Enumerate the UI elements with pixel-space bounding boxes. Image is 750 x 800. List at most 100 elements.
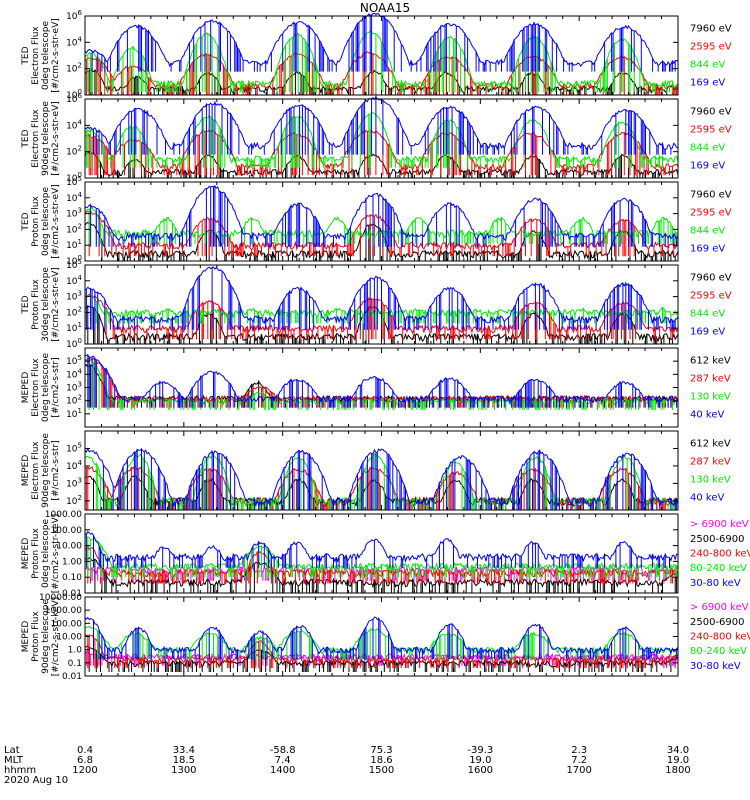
panel-meped-e-90: 102 103 104 105 MEPEDElectron Flux90deg tele… (21, 430, 731, 511)
legend-entry: 612 keV (690, 356, 731, 367)
y-tick-label: 102 (66, 305, 82, 318)
y-tick-label: 104 (66, 274, 82, 287)
legend-entry: 2595 eV (690, 42, 732, 53)
y-tick-label: 101 (66, 321, 82, 334)
footer-tick-value: 1700 (566, 765, 591, 776)
panel-meped-p-90: 10000.001000.00100.0010.001.00.10.01MEPE… (21, 593, 750, 682)
legend-entry: 612 keV (690, 439, 731, 450)
legend-entry: > 6900 keV (690, 602, 749, 613)
y-tick-label: 0.01 (62, 589, 82, 599)
y-tick-label: 103 (66, 207, 82, 220)
legend-entry: 40 keV (690, 492, 724, 503)
y-tick-exponent: 5 (78, 441, 82, 449)
y-tick-label: 102 (66, 62, 82, 75)
y-tick-label: 101 (66, 407, 82, 420)
y-tick-exponent: 0 (78, 337, 82, 345)
y-tick-label: 103 (66, 290, 82, 303)
y-tick-exponent: 2 (78, 222, 82, 230)
legend-entry: > 6900 keV (690, 519, 749, 530)
legend-entry: 844 eV (690, 225, 725, 236)
legend-entry: 2595 eV (690, 125, 732, 136)
footer-tick-value: -39.3 (467, 745, 493, 756)
y-axis-label-line: [#/cm2-s-str-keV] (51, 514, 61, 593)
y-tick-exponent: 0 (78, 88, 82, 96)
y-tick-label: 103 (66, 476, 82, 489)
y-tick-label: 104 (66, 367, 82, 380)
legend-entry: 287 keV (690, 374, 731, 385)
footer-tick-value: 2.3 (571, 745, 587, 756)
y-tick-label: 102 (66, 394, 82, 407)
y-axis-label-line: [#/cm2-s-str] (51, 440, 61, 500)
y-axis-label: MEPEDElectron Flux90deg telescope[#/cm2-… (21, 433, 61, 508)
footer-tick-value: 1300 (171, 765, 196, 776)
y-axis-label-line: TED (21, 129, 31, 148)
footer-date: 2020 Aug 10 (4, 775, 68, 786)
legend-entry: 240-800 keV (690, 632, 750, 643)
y-tick-label: 1.00 (62, 557, 82, 567)
legend-entry: 2595 eV (690, 208, 732, 219)
y-tick-label: 102 (66, 222, 82, 235)
y-axis-label-line: TED (21, 212, 31, 231)
y-tick-label: 10.00 (56, 633, 82, 643)
y-axis-label: TEDElectron Flux0deg telescope[#/cm2-s-s… (21, 18, 61, 93)
legend-entry: 844 eV (690, 142, 725, 153)
legend-entry: 130 keV (690, 474, 731, 485)
y-axis-label-line: TED (21, 295, 31, 314)
y-axis-label-line: 0deg telescope (41, 21, 51, 91)
y-tick-label: 106 (66, 9, 82, 22)
legend-entry: 169 eV (690, 160, 725, 171)
y-axis-label-line: MEPED (21, 372, 31, 404)
figure-title: NOAA15 (360, 1, 410, 15)
y-tick-label: 10000.00 (39, 593, 82, 603)
y-tick-exponent: 4 (78, 191, 83, 199)
panel-frame (84, 347, 679, 428)
legend-entry: 169 eV (690, 243, 725, 254)
y-axis-label: TEDElectron Flux90deg telescope[#/cm2-s-… (21, 101, 61, 176)
series-line-blue (84, 447, 679, 510)
legend-entry: 30-80 keV (690, 578, 741, 589)
footer-tick-value: 7.4 (275, 755, 291, 766)
y-tick-exponent: 0 (78, 171, 82, 179)
y-axis-label-line: Proton Flux (31, 279, 41, 330)
y-axis-label-line: [#/cm2-s-str] (51, 357, 61, 417)
footer-tick-value: 1200 (72, 765, 97, 776)
y-tick-exponent: 2 (78, 394, 82, 402)
legend-entry: 169 eV (690, 326, 725, 337)
series-line-blue (84, 184, 679, 247)
legend-entry: 7960 eV (690, 24, 732, 35)
footer-tick-value: 7.2 (571, 755, 587, 766)
series-line-blue (84, 353, 679, 408)
y-axis-label-line: [#/cm2-s-str-eV] (51, 101, 61, 176)
legend-entry: 7960 eV (690, 190, 732, 201)
footer-tick-value: 1800 (665, 765, 690, 776)
footer-tick-value: 1500 (369, 765, 394, 776)
y-axis-label: MEPEDProton Flux0deg telescope[#/cm2-s-s… (21, 514, 61, 593)
y-axis-label: MEPEDProton Flux90deg telescope[#/cm2-s-… (21, 597, 61, 676)
series-line-blue (84, 616, 679, 659)
y-tick-exponent: 1 (78, 238, 82, 246)
y-axis-label: TEDProton Flux30deg telescope[#/cm2-s-st… (21, 267, 61, 342)
y-tick-label: 0.01 (62, 672, 82, 682)
footer-tick-value: 34.0 (667, 745, 689, 756)
legend-entry: 240-800 keV (690, 549, 750, 560)
y-axis-label-line: Proton Flux (31, 611, 41, 662)
y-tick-label: 100.00 (51, 619, 83, 629)
y-axis-label-line: Electron Flux (31, 441, 41, 500)
footer-tick-value: 33.4 (173, 745, 195, 756)
legend-entry: 287 keV (690, 457, 731, 468)
y-tick-label: 102 (66, 145, 82, 158)
y-tick-exponent: 4 (78, 274, 83, 282)
y-tick-exponent: 2 (78, 305, 82, 313)
footer-tick-value: 18.6 (370, 755, 392, 766)
series-line-blue (84, 95, 679, 155)
footer-tick-value: 19.0 (667, 755, 689, 766)
footer-tick-value: 75.3 (370, 745, 392, 756)
y-tick-label: 10.00 (56, 542, 82, 552)
series-line-black (84, 645, 679, 672)
footer-tick-value: 0.4 (77, 745, 93, 756)
footer-tick-value: 1400 (270, 765, 295, 776)
y-tick-exponent: 6 (78, 9, 83, 17)
y-tick-exponent: 4 (78, 367, 83, 375)
